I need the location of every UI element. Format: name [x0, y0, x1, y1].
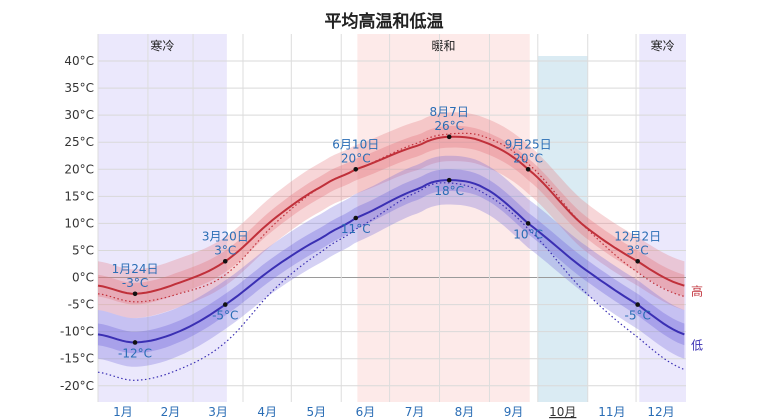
annotation-temp: -3°C — [122, 276, 148, 290]
annotation-point — [222, 302, 228, 307]
annotation-point — [635, 302, 640, 307]
annotation-point — [525, 221, 531, 226]
season-label: 寒冷 — [651, 38, 675, 53]
y-tick-label: 40°C — [64, 54, 94, 68]
x-tick-label[interactable]: 4月 — [257, 405, 277, 419]
y-tick-label: -10°C — [60, 325, 94, 339]
annotation-temp: 18°C — [434, 184, 464, 198]
annotation-point — [132, 340, 138, 345]
annotation-point — [446, 134, 452, 140]
y-tick-label: 25°C — [64, 135, 94, 149]
legend-label: 低 — [691, 338, 703, 352]
annotation-temp: 26°C — [434, 119, 464, 133]
annotation-date: 12月2日 — [614, 229, 661, 243]
x-tick-label[interactable]: 7月 — [405, 405, 425, 419]
annotation-point — [222, 258, 228, 264]
series-line — [97, 179, 685, 344]
annotation-point — [132, 291, 138, 297]
annotation-date: 8月7日 — [430, 105, 469, 119]
y-tick-label: -5°C — [68, 298, 94, 312]
y-tick-label: 20°C — [64, 162, 94, 176]
y-tick-label: 5°C — [72, 243, 94, 257]
season-band — [357, 34, 530, 402]
annotation-point — [446, 177, 452, 183]
chart-title: 平均高温和低温 — [325, 11, 444, 32]
series-dotted-line — [97, 132, 685, 303]
annotation-temp: -12°C — [118, 346, 152, 360]
y-tick-label: 15°C — [64, 189, 94, 203]
x-tick-label[interactable]: 8月 — [455, 405, 475, 419]
annotation-temp: -5°C — [212, 309, 238, 323]
annotation-point — [353, 215, 359, 221]
y-tick-label: 30°C — [64, 108, 94, 122]
season-bands: 寒冷 暖和 寒冷 — [98, 34, 686, 402]
annotation-date: 1月24日 — [112, 262, 159, 276]
annotation-points: 1月24日-3°C-12°C3月20日3°C-5°C6月10日20°C11°C8… — [112, 105, 662, 361]
y-tick-label: 0°C — [72, 271, 94, 285]
annotation-temp: 20°C — [513, 151, 543, 165]
annotation-temp: 3°C — [627, 243, 649, 257]
annotation-date: 6月10日 — [332, 137, 379, 151]
percentile-bands — [98, 112, 685, 367]
legend-label: 高 — [691, 284, 703, 299]
x-tick-label[interactable]: 2月 — [161, 405, 181, 419]
annotation-temp: 11°C — [341, 222, 371, 236]
x-tick-label[interactable]: 11月 — [598, 405, 625, 419]
band-outer — [98, 155, 685, 367]
y-tick-label: 35°C — [64, 81, 94, 95]
band-inner — [98, 125, 685, 305]
band-outer — [98, 112, 685, 319]
y-tick-label: -15°C — [60, 352, 94, 366]
annotation-point — [353, 166, 359, 172]
annotation-date: 3月20日 — [202, 229, 249, 243]
annotation-temp: 20°C — [341, 151, 371, 165]
annotation-temp: 3°C — [214, 243, 236, 257]
x-tick-label[interactable]: 10月 — [549, 405, 576, 419]
gridlines — [97, 34, 686, 402]
x-tick-label[interactable]: 5月 — [306, 405, 326, 419]
x-tick-label[interactable]: 12月 — [647, 405, 674, 419]
series-line — [97, 135, 685, 295]
season-band — [639, 34, 686, 402]
selected-month-band — [537, 56, 588, 402]
annotation-temp: 10°C — [513, 227, 543, 241]
season-label: 暖和 — [432, 39, 456, 53]
x-tick-label[interactable]: 1月 — [113, 405, 133, 419]
y-tick-label: -20°C — [60, 379, 94, 393]
season-label: 寒冷 — [150, 38, 174, 53]
x-tick-label[interactable]: 3月 — [208, 405, 228, 419]
annotation-date: 9月25日 — [505, 137, 552, 151]
series-lines — [97, 132, 685, 381]
x-tick-label[interactable]: 6月 — [356, 405, 376, 419]
axis-labels: -20°C -15°C -10°C -5°C 0°C 5°C 10°C 15°C 20°C 25°… — [60, 54, 703, 419]
band-inner — [98, 169, 685, 354]
annotation-temp: -5°C — [624, 309, 650, 323]
annotation-point — [525, 166, 531, 172]
annotation-point — [635, 258, 640, 264]
x-tick-label[interactable]: 9月 — [504, 405, 524, 419]
y-tick-label: 10°C — [64, 216, 94, 230]
